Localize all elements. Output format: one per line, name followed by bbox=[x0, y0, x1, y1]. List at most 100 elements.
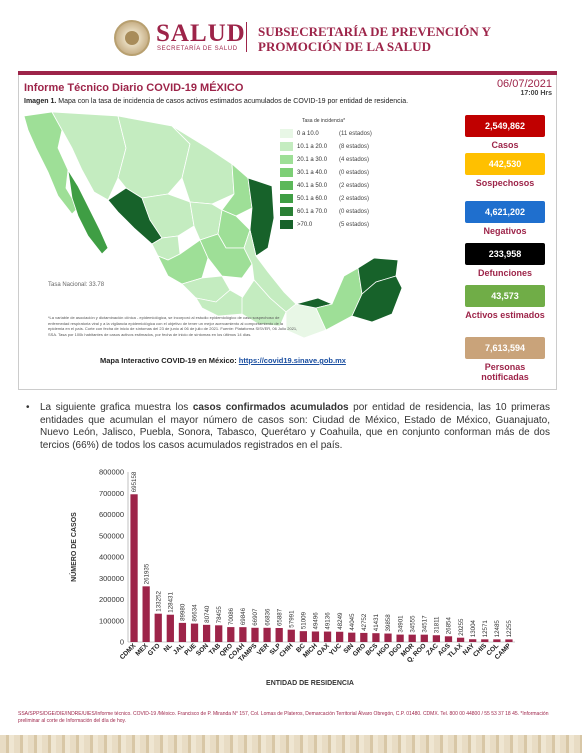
bar bbox=[469, 639, 477, 642]
map-caption-text: Mapa con la tasa de incidencia de casos … bbox=[58, 98, 409, 105]
bar-value-label: 128431 bbox=[168, 592, 175, 613]
brand-name: SALUD bbox=[156, 20, 246, 47]
y-axis-label: NÚMERO DE CASOS bbox=[69, 512, 78, 582]
legend-row: 0 a 10.0 (11 estados) bbox=[280, 127, 390, 140]
bar bbox=[348, 632, 356, 642]
bar bbox=[481, 639, 489, 642]
report-title: Informe Técnico Diario COVID-19 MÉXICO bbox=[24, 82, 244, 94]
bar bbox=[227, 627, 235, 642]
x-tick-label: GTO bbox=[147, 642, 162, 657]
bar bbox=[323, 631, 332, 642]
legend-range: 50.1 a 60.0 bbox=[297, 195, 328, 202]
stat-value: 7,613,594 bbox=[465, 337, 545, 359]
legend-count: (0 estados) bbox=[339, 169, 370, 176]
bar bbox=[396, 634, 404, 642]
stat-negativos: 4,621,202 Negativos bbox=[465, 201, 545, 236]
x-tick-label: CHIH bbox=[278, 642, 295, 659]
bar-value-label: 31811 bbox=[434, 616, 441, 633]
bar bbox=[505, 639, 513, 642]
x-tick-label: MEX bbox=[134, 642, 149, 657]
bar bbox=[444, 636, 453, 642]
subsecretaria-title: SUBSECRETARÍA DE PREVENCIÓN Y PROMOCIÓN … bbox=[258, 24, 491, 54]
stat-activos: 43,573 Activos estimados bbox=[465, 285, 545, 320]
legend-range: 40.1 a 50.0 bbox=[297, 182, 328, 189]
bar bbox=[166, 614, 174, 642]
bar-value-label: 89980 bbox=[180, 603, 187, 621]
map-region-tamps bbox=[247, 177, 275, 257]
government-seal-icon bbox=[114, 20, 150, 56]
bar bbox=[130, 494, 138, 642]
bar-value-label: 69846 bbox=[240, 607, 247, 625]
page-footer: SSA/SPPS/DGE/DIE/INDRE/UIES/Informe técn… bbox=[18, 711, 549, 724]
bar-value-label: 70086 bbox=[228, 607, 235, 625]
bar-value-label: 261935 bbox=[143, 563, 150, 584]
x-tick-label: BC bbox=[295, 642, 307, 654]
legend-row: 20.1 a 30.0 (4 estados) bbox=[280, 153, 390, 166]
legend-swatch bbox=[280, 220, 293, 229]
legend-count: (8 estados) bbox=[339, 143, 370, 150]
y-tick-label: 400000 bbox=[99, 553, 124, 562]
bar-value-label: 34555 bbox=[409, 615, 416, 633]
bar-value-label: 39858 bbox=[385, 614, 392, 632]
legend-swatch bbox=[280, 181, 293, 190]
bar bbox=[456, 637, 465, 642]
summary-paragraph: La siguiente grafica muestra los casos c… bbox=[40, 402, 550, 452]
bar-value-label: 34517 bbox=[421, 615, 428, 633]
stat-label: Activos estimados bbox=[465, 310, 545, 320]
bullet-icon: • bbox=[26, 402, 30, 413]
bar bbox=[311, 631, 320, 642]
stat-notificadas: 7,613,594 Personas notificadas bbox=[465, 337, 545, 382]
bar bbox=[408, 634, 416, 642]
interactive-map-line: Mapa Interactivo COVID-19 en México: htt… bbox=[100, 356, 346, 365]
legend-count: (4 estados) bbox=[339, 156, 370, 163]
x-tick-label: GRO bbox=[352, 642, 368, 658]
report-topbar bbox=[18, 71, 557, 75]
interactive-map-link[interactable]: https://covid19.sinave.gob.mx bbox=[238, 356, 346, 365]
y-tick-label: 100000 bbox=[99, 616, 124, 625]
x-tick-label: NL bbox=[163, 642, 174, 653]
bar-value-label: 48249 bbox=[337, 612, 344, 630]
legend-range: 0 a 10.0 bbox=[297, 130, 319, 137]
bar-value-label: 57991 bbox=[288, 610, 295, 628]
bar-value-label: 51009 bbox=[301, 611, 308, 629]
stat-label: Defunciones bbox=[477, 268, 532, 278]
report-time: 17:00 Hrs bbox=[520, 90, 552, 97]
bar-value-label: 49496 bbox=[313, 612, 320, 630]
legend-count: (5 estados) bbox=[339, 221, 370, 228]
bar-value-label: 12255 bbox=[506, 620, 513, 638]
stat-label: Negativos bbox=[483, 226, 527, 236]
bar-value-label: 20255 bbox=[458, 618, 465, 636]
bar bbox=[178, 622, 187, 642]
bar-value-label: 695158 bbox=[131, 471, 138, 492]
legend-row: >70.0 (5 estados) bbox=[280, 218, 390, 231]
header-divider bbox=[246, 22, 247, 52]
bar bbox=[251, 627, 259, 642]
legend-range: >70.0 bbox=[297, 221, 313, 228]
y-tick-label: 300000 bbox=[99, 574, 124, 583]
x-tick-label: HGO bbox=[376, 642, 392, 658]
bar-value-label: 78455 bbox=[216, 606, 223, 624]
bar bbox=[372, 633, 380, 642]
bar bbox=[336, 631, 344, 642]
y-tick-label: 0 bbox=[120, 638, 124, 647]
bar-value-label: 44045 bbox=[349, 613, 356, 631]
x-tick-label: JAL bbox=[172, 642, 186, 656]
bar-value-label: 34901 bbox=[397, 615, 404, 633]
map-caption: Imagen 1. Mapa con la tasa de incidencia… bbox=[24, 98, 408, 105]
bar-value-label: 13004 bbox=[470, 619, 477, 637]
stat-label: Personas notificadas bbox=[481, 362, 529, 382]
legend-count: (0 estados) bbox=[339, 208, 370, 215]
bar bbox=[432, 635, 441, 642]
x-tick-label: YUC bbox=[328, 642, 343, 657]
stat-label: Sospechosos bbox=[475, 178, 535, 188]
report-date: 06/07/2021 bbox=[496, 78, 552, 90]
stat-value: 2,549,862 bbox=[465, 115, 545, 137]
bar bbox=[202, 624, 211, 642]
bar-value-label: 26854 bbox=[446, 617, 453, 635]
bar bbox=[384, 633, 392, 642]
bar-value-label: 12485 bbox=[494, 620, 501, 638]
map-region-bcs bbox=[67, 169, 109, 255]
bar bbox=[299, 631, 307, 642]
bar-value-label: 65887 bbox=[276, 608, 283, 626]
legend-row: 40.1 a 50.0 (2 estados) bbox=[280, 179, 390, 192]
